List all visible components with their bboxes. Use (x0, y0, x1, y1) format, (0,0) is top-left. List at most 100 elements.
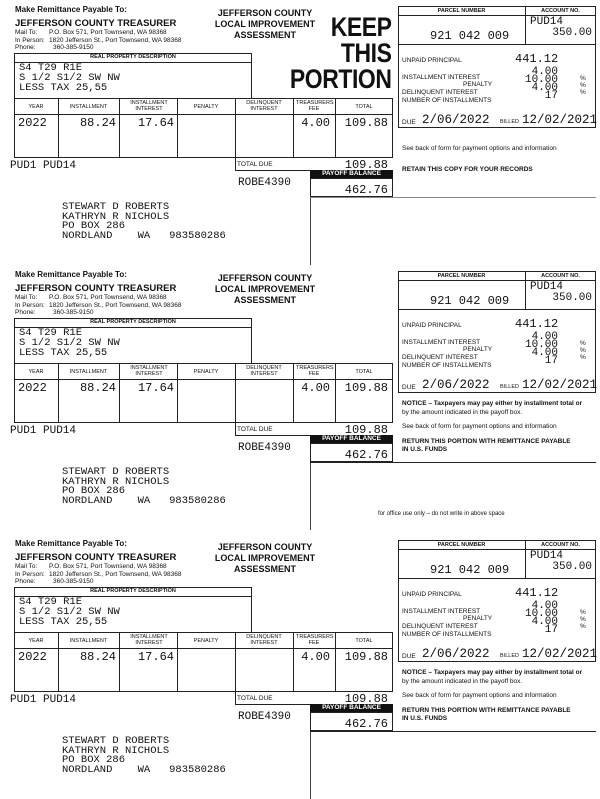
delinq-label: DELINQUENT INTEREST (402, 89, 478, 96)
taxpayer-code: ROBE4390 (238, 711, 291, 723)
billed-label: BILLED (500, 384, 519, 390)
billed-label: BILLED (500, 119, 519, 125)
parcel-info-box (398, 540, 596, 662)
unpaid-label: UNPAID PRINCIPAL (402, 322, 462, 329)
address-line: KATHRYN R NICHOLS (62, 475, 170, 488)
num-installments: 17 (544, 624, 558, 636)
mailing-address: STEWART D ROBERTS KATHRYN R NICHOLS PO B… (62, 736, 226, 775)
col-total: TOTAL (355, 104, 373, 110)
keep-line: KEEP (331, 12, 392, 42)
inst-int-label: INSTALLMENT INTEREST (402, 339, 481, 346)
cell-year: 2022 (18, 381, 47, 395)
address-line: PO BOX 286 (62, 754, 126, 766)
col-treasurers-fee: TREASURERS FEE (296, 634, 334, 646)
cell-interest: 17.64 (137, 116, 174, 130)
cell-fee: 4.00 (301, 381, 330, 395)
mail-address: P.O. Box 571, Port Townsend, WA 98368 (49, 294, 167, 301)
keep-portion-banner: KEEP THIS PORTION (290, 12, 392, 93)
parcel-label: PARCEL NUMBER (437, 8, 486, 14)
penalty-label: PENALTY (463, 81, 493, 88)
total-due-label: TOTAL DUE (237, 161, 273, 168)
col-installment: INSTALLMENT (69, 104, 108, 110)
see-back-text: See back of form for payment options and… (402, 692, 557, 699)
title-line: ASSESSMENT (233, 295, 296, 305)
address-line: KATHRYN R NICHOLS (62, 210, 170, 223)
account-no: PUD14 (530, 550, 564, 562)
delinq-label: DELINQUENT INTEREST (402, 354, 478, 361)
mailing-address: STEWART D ROBERTS KATHRYN R NICHOLS PO B… (62, 467, 226, 507)
payoff-balance: 462.76 (344, 183, 388, 197)
rates: 4.00 10.00 4.00 17 (525, 332, 558, 367)
col-total: TOTAL (355, 638, 373, 644)
col-penalty: PENALTY (193, 369, 219, 375)
see-back-text: See back of form for payment options and… (402, 423, 557, 430)
office-use-text: for office use only – do not write in ab… (378, 511, 505, 517)
col-installment: INSTALLMENT (69, 369, 108, 375)
parcel-number: 921 042 009 (430, 294, 510, 308)
account-label: ACCOUNT NO. (541, 542, 580, 548)
payoff-balance: 462.76 (344, 717, 388, 731)
unpaid-principal: 441.12 (515, 586, 559, 600)
col-installment: INSTALLMENT (69, 638, 108, 644)
address-line: PO BOX 286 (62, 220, 126, 232)
penalty-rate: 10.00 (524, 74, 558, 86)
address-line: NORDLAND WA 983580286 (62, 494, 226, 507)
district-codes: PUD1 PUD14 (10, 160, 77, 172)
desc-line: S4 T29 R1E (19, 62, 83, 74)
num-inst-label: NUMBER OF INSTALLMENTS (402, 631, 492, 638)
col-penalty: PENALTY (193, 638, 219, 644)
unpaid-label: UNPAID PRINCIPAL (402, 591, 462, 598)
num-inst-label: NUMBER OF INSTALLMENTS (402, 362, 492, 369)
col-year: YEAR (28, 104, 44, 110)
pct: % (580, 340, 586, 347)
pct: % (580, 623, 586, 630)
account-no: PUD14 (530, 16, 564, 28)
remit-label: Make Remittance Payable To: (15, 539, 127, 548)
unpaid-principal: 441.12 (515, 317, 559, 331)
col-installment-interest: INSTALLMENT INTEREST (130, 365, 168, 377)
total-due-label: TOTAL DUE (237, 695, 273, 702)
account-amount: 350.00 (552, 292, 592, 304)
property-description: S4 T29 R1E S 1/2 S1/2 SW NW LESS TAX 25,… (19, 62, 120, 94)
person-label: In Person: (15, 37, 45, 44)
delinq-rate: 4.00 (531, 347, 558, 359)
desc-line: LESS TAX 25,55 (19, 616, 108, 628)
col-delinquent-interest: DELINQUENT INTEREST (246, 634, 282, 646)
person-address: 1820 Jefferson St., Port Townsend, WA 98… (49, 302, 182, 309)
treasurer-name: JEFFERSON COUNTY TREASURER (15, 283, 177, 294)
retain-text: RETURN THIS PORTION WITH REMITTANCE PAYA… (402, 707, 571, 714)
cell-installment: 88.24 (79, 650, 116, 664)
address-line: KATHRYN R NICHOLS (62, 744, 170, 757)
pct-signs: % % % (580, 340, 586, 361)
total-due: 109.88 (344, 423, 388, 437)
mail-address: P.O. Box 571, Port Townsend, WA 98368 (49, 563, 167, 570)
phone-label: Phone: (15, 44, 36, 51)
due-label: DUE (402, 384, 416, 391)
col-year: YEAR (28, 369, 44, 375)
phone: 360-385-9150 (53, 44, 94, 51)
penalty-rate: 10.00 (524, 608, 558, 620)
pct: % (580, 89, 586, 96)
num-installments: 17 (544, 90, 558, 102)
keep-line: THIS (341, 38, 392, 68)
taxpayer-code: ROBE4390 (238, 442, 291, 454)
account-label: ACCOUNT NO. (541, 8, 580, 14)
person-address: 1820 Jefferson St., Port Townsend, WA 98… (49, 37, 182, 44)
col-year: YEAR (28, 638, 44, 644)
account-amount: 350.00 (552, 27, 592, 39)
account-no: PUD14 (530, 281, 564, 293)
due-date: 2/06/2022 (422, 647, 490, 661)
payoff-label: PAYOFF BALANCE (310, 435, 393, 443)
notice-line: NOTICE – Taxpayers may pay either by ins… (402, 669, 583, 676)
desc-line: S 1/2 S1/2 SW NW (19, 606, 120, 618)
district-codes: PUD1 PUD14 (10, 694, 77, 706)
desc-line: S4 T29 R1E (19, 327, 83, 339)
desc-header: REAL PROPERTY DESCRIPTION (90, 588, 176, 594)
parcel-info-box (398, 6, 596, 128)
form-title: JEFFERSON COUNTY LOCAL IMPROVEMENT ASSES… (200, 273, 330, 306)
cell-fee: 4.00 (301, 116, 330, 130)
phone: 360-385-9150 (53, 578, 94, 585)
desc-header: REAL PROPERTY DESCRIPTION (90, 319, 176, 325)
payoff-box (310, 178, 393, 197)
retain-text-2: IN U.S. FUNDS (402, 715, 448, 722)
